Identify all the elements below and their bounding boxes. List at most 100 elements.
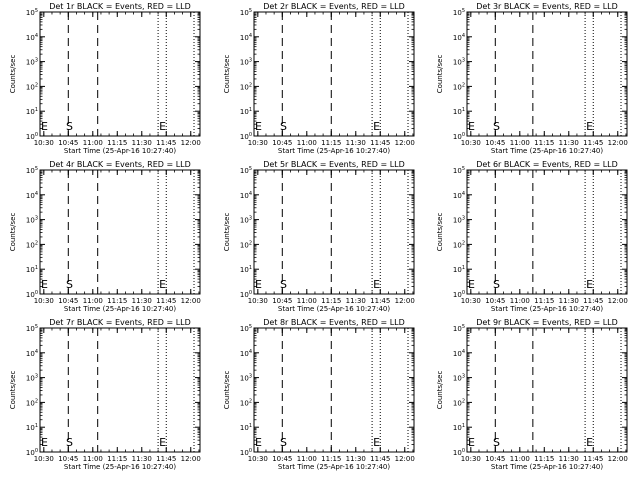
event-marker-E: E [255,436,262,449]
x-tick-label: 12:00 [395,139,415,147]
x-tick-label: 11:30 [346,139,366,147]
chart-panel-5: Det 5r BLACK = Events, RED = LLD 100 101 10… [223,160,415,313]
x-axis-label: Start Time (25-Apr-16 10:27:40) [278,463,390,471]
x-tick-label: 12:00 [608,455,628,463]
event-marker-S: S [280,278,287,291]
y-tick-label: 102 [26,240,38,249]
chart-title: Det 5r BLACK = Events, RED = LLD [263,160,405,169]
y-tick-label: 100 [240,448,252,457]
y-tick-label: 104 [26,191,38,200]
x-tick-label: 11:30 [559,455,579,463]
chart-title: Det 2r BLACK = Events, RED = LLD [263,2,405,11]
plot-frame [253,11,415,137]
x-tick-label: 10:45 [485,297,505,305]
y-tick-label: 105 [453,324,465,333]
event-marker-E: E [468,120,475,133]
event-marker-S: S [493,278,500,291]
y-tick-label: 102 [26,82,38,91]
x-tick-label: 10:45 [272,455,292,463]
x-tick-label: 11:00 [297,455,317,463]
event-marker-E: E [159,436,166,449]
chart-panel-3: Det 3r BLACK = Events, RED = LLD 100 101 10… [436,2,628,155]
y-tick-label: 102 [240,82,252,91]
x-tick-label: 11:15 [107,455,127,463]
chart-panel-4: Det 4r BLACK = Events, RED = LLD 100 101 10… [9,160,201,313]
y-tick-label: 101 [26,107,38,116]
event-marker-E: E [159,278,166,291]
x-axis-label: Start Time (25-Apr-16 10:27:40) [64,463,176,471]
y-tick-label: 101 [453,265,465,274]
y-tick-label: 102 [453,240,465,249]
event-marker-E: E [468,278,475,291]
y-tick-label: 102 [26,398,38,407]
x-tick-label: 11:30 [132,139,152,147]
x-tick-label: 11:45 [156,455,176,463]
x-tick-label: 11:00 [510,455,530,463]
y-axis-label: Counts/sec [223,55,231,94]
x-tick-label: 11:15 [321,455,341,463]
y-tick-label: 104 [26,349,38,358]
x-tick-label: 10:30 [34,297,54,305]
x-tick-label: 11:15 [534,297,554,305]
y-tick-label: 102 [240,240,252,249]
chart-title: Det 7r BLACK = Events, RED = LLD [49,318,191,327]
y-tick-label: 103 [240,216,252,225]
chart-title: Det 8r BLACK = Events, RED = LLD [263,318,405,327]
x-tick-label: 10:45 [485,139,505,147]
x-tick-label: 11:00 [297,139,317,147]
y-tick-label: 103 [26,216,38,225]
y-tick-label: 100 [26,132,38,141]
event-marker-S: S [280,120,287,133]
y-tick-label: 102 [453,398,465,407]
y-tick-label: 101 [453,107,465,116]
y-tick-label: 100 [453,448,465,457]
y-tick-label: 104 [240,191,252,200]
y-tick-label: 104 [453,33,465,42]
x-tick-label: 10:45 [58,139,78,147]
event-marker-E: E [41,278,48,291]
event-marker-E: E [41,120,48,133]
event-marker-S: S [66,120,73,133]
x-tick-label: 11:00 [510,139,530,147]
y-tick-label: 103 [453,58,465,67]
x-axis-label: Start Time (25-Apr-16 10:27:40) [491,147,603,155]
x-tick-label: 11:15 [534,455,554,463]
event-marker-E: E [373,278,380,291]
x-axis-label: Start Time (25-Apr-16 10:27:40) [64,305,176,313]
x-tick-label: 12:00 [608,139,628,147]
y-tick-label: 104 [240,349,252,358]
y-tick-label: 104 [453,191,465,200]
x-tick-label: 10:30 [248,455,268,463]
plot-frame [39,11,201,137]
y-tick-label: 101 [453,423,465,432]
y-tick-label: 103 [26,374,38,383]
y-tick-label: 103 [240,58,252,67]
x-tick-label: 11:00 [297,297,317,305]
x-tick-label: 10:45 [58,297,78,305]
y-tick-label: 105 [26,324,38,333]
y-axis-label: Counts/sec [436,55,444,94]
chart-panel-1: Det 1r BLACK = Events, RED = LLD 100 101 10… [9,2,201,155]
event-marker-S: S [493,436,500,449]
y-tick-label: 103 [26,58,38,67]
y-tick-label: 101 [240,265,252,274]
x-tick-label: 11:15 [107,139,127,147]
x-tick-label: 12:00 [608,297,628,305]
y-axis-label: Counts/sec [436,371,444,410]
plot-frame [39,327,201,453]
x-axis-label: Start Time (25-Apr-16 10:27:40) [491,463,603,471]
x-tick-label: 11:00 [510,297,530,305]
x-tick-label: 10:45 [272,139,292,147]
y-tick-label: 102 [453,82,465,91]
x-tick-label: 11:30 [132,297,152,305]
event-marker-S: S [66,436,73,449]
y-axis-label: Counts/sec [9,371,17,410]
plot-frame [253,169,415,295]
event-marker-E: E [255,278,262,291]
event-marker-E: E [468,436,475,449]
chart-title: Det 1r BLACK = Events, RED = LLD [49,2,191,11]
y-axis-label: Counts/sec [223,213,231,252]
y-tick-label: 101 [26,423,38,432]
x-tick-label: 11:00 [83,455,103,463]
x-tick-label: 11:45 [583,455,603,463]
